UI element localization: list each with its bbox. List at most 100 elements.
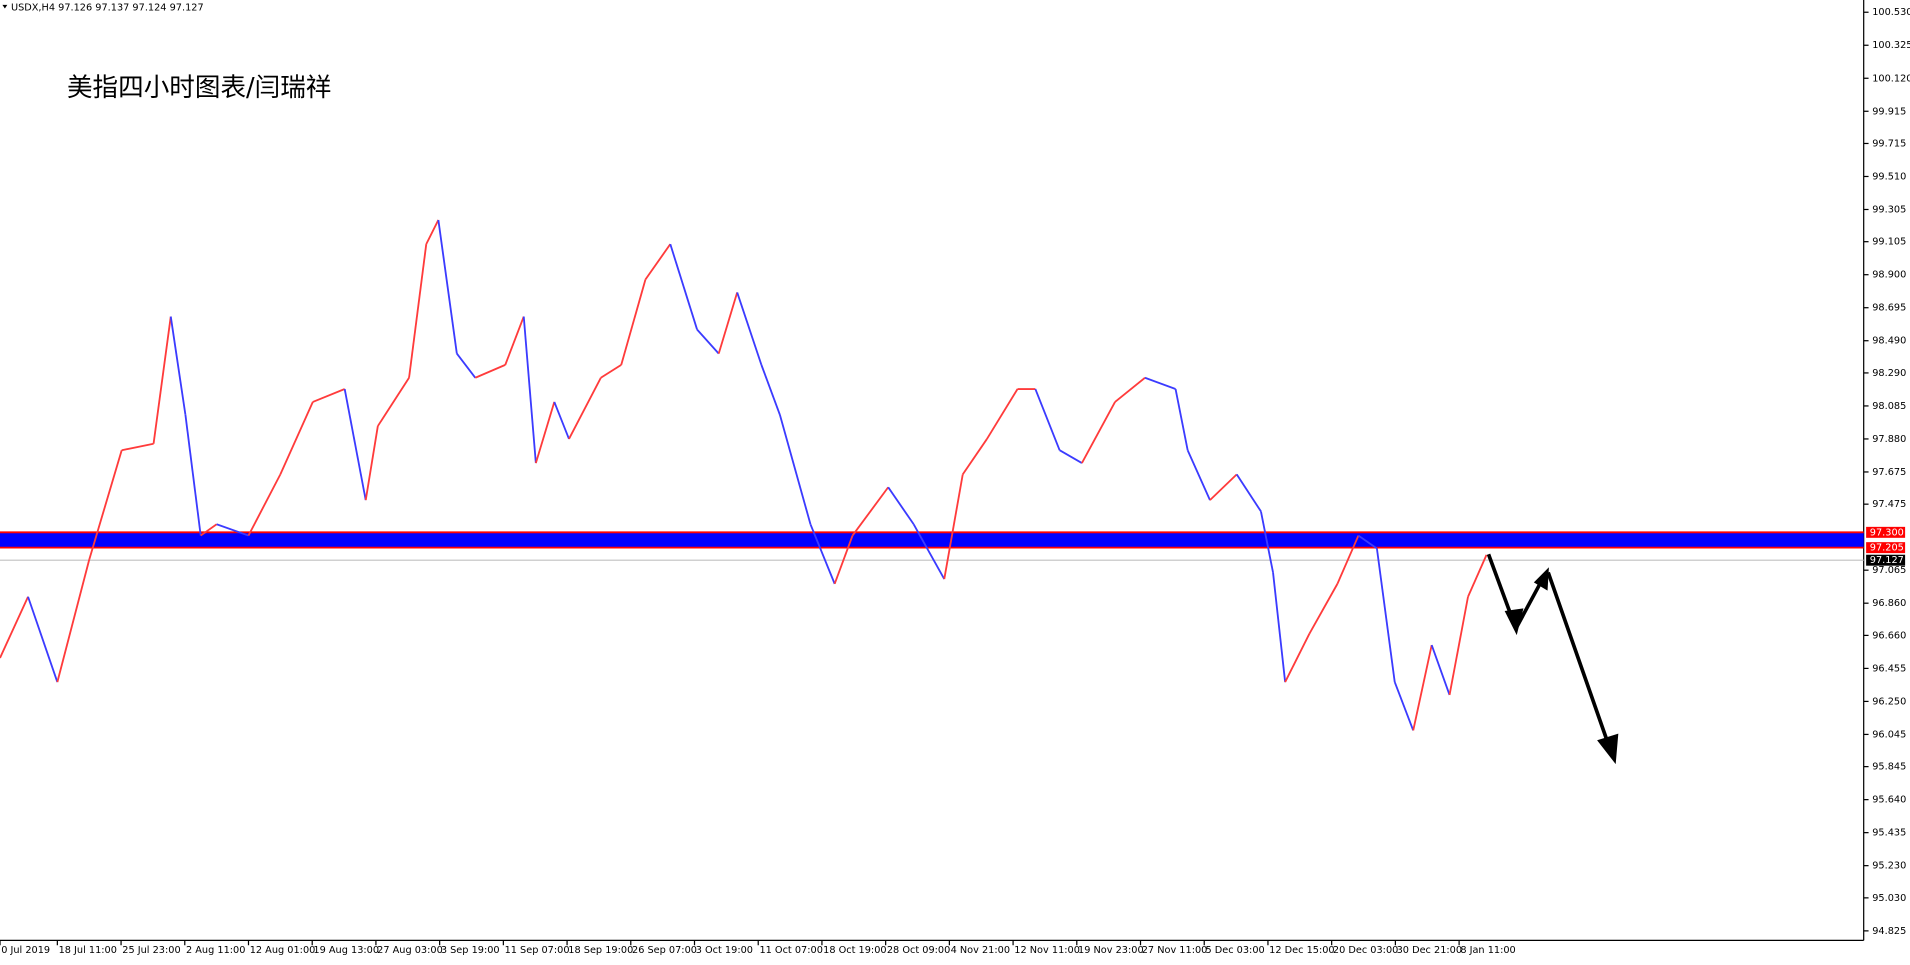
y-tick-label: 98.290 [1872, 368, 1906, 379]
x-tick-label: 2 Aug 11:00 [186, 945, 245, 956]
price-segment [1059, 449, 1083, 464]
x-tick-label: 18 Oct 19:00 [823, 945, 886, 956]
price-segment [553, 401, 570, 440]
price-segment [152, 316, 172, 444]
price-tag-label: 97.205 [1870, 543, 1904, 554]
price-segment [600, 364, 622, 379]
x-tick-label: 8 Jan 11:00 [1460, 945, 1515, 956]
x-tick-label: 25 Jul 23:00 [122, 945, 180, 956]
annotation: 美指四小时图表/闫瑞祥 [67, 73, 331, 103]
price-segment [474, 364, 506, 379]
x-tick-label: 20 Dec 03:00 [1333, 945, 1398, 956]
price-segment [1393, 681, 1415, 731]
y-tick-label: 97.475 [1872, 499, 1906, 510]
price-segment [620, 279, 647, 366]
price-segment [312, 388, 346, 403]
price-segment [279, 401, 314, 475]
arrow [1514, 578, 1544, 629]
price-tag [1866, 542, 1906, 554]
y-tick-label: 100.530 [1872, 7, 1910, 18]
y-tick-label: 97.880 [1872, 434, 1906, 445]
price-segment [669, 243, 698, 330]
y-tick-label: 95.030 [1872, 893, 1906, 904]
x-tick-label: 5 Dec 03:00 [1205, 945, 1264, 956]
price-segment [1448, 596, 1469, 696]
x-tick-label: 11 Oct 07:00 [759, 945, 822, 956]
y-tick-label: 95.435 [1872, 828, 1906, 839]
price-segment [1357, 534, 1378, 550]
y-tick-label: 100.325 [1872, 40, 1910, 51]
price-segment [1336, 535, 1360, 585]
arrow [1546, 571, 1610, 744]
price-segment [504, 316, 525, 366]
x-tick-label: 27 Nov 11:00 [1142, 945, 1208, 956]
x-tick-label: 3 Oct 19:00 [696, 945, 753, 956]
y-tick-label: 98.695 [1872, 303, 1906, 314]
price-segment [736, 292, 763, 366]
forecast-arrows [1486, 553, 1619, 765]
price-tag [1866, 554, 1906, 566]
price-segment [377, 377, 410, 427]
menu-icon[interactable] [2, 4, 8, 9]
price-segment [184, 414, 202, 536]
price-segment [943, 474, 964, 580]
price-segment [696, 328, 720, 355]
x-tick-label: 30 Dec 21:00 [1397, 945, 1462, 956]
price-segment [1034, 388, 1061, 451]
x-tick-label: 28 Oct 09:00 [887, 945, 950, 956]
price-segment [1144, 376, 1176, 390]
price-segment [216, 523, 249, 537]
price-segment [1308, 583, 1339, 635]
price-segment [169, 316, 187, 415]
price-segment [851, 486, 889, 537]
x-tick-label: 18 Jul 11:00 [59, 945, 117, 956]
arrow-head [1597, 733, 1619, 765]
x-tick-label: 11 Sep 07:00 [505, 945, 570, 956]
price-segment [0, 596, 29, 659]
price-segment [644, 243, 672, 281]
y-tick-label: 95.845 [1872, 762, 1906, 773]
y-tick-label: 95.640 [1872, 795, 1906, 806]
y-tick-label: 97.065 [1872, 565, 1906, 576]
price-segment [1284, 633, 1311, 683]
price-segment [779, 414, 812, 525]
x-tick-label: 12 Dec 15:00 [1269, 945, 1334, 956]
price-segment [425, 219, 440, 245]
price-segment [456, 353, 477, 379]
price-tag-label: 97.127 [1870, 555, 1904, 566]
x-tick-label: 19 Nov 23:00 [1078, 945, 1144, 956]
price-segment [1186, 449, 1211, 501]
price-segment [200, 523, 218, 537]
y-tick-label: 96.045 [1872, 729, 1906, 740]
price-segment [1467, 554, 1488, 598]
resistance-zone [0, 532, 1864, 548]
y-tick-label: 98.490 [1872, 336, 1906, 347]
price-segment [961, 438, 988, 475]
price-segment [1260, 511, 1274, 573]
y-tick-label: 98.085 [1872, 401, 1906, 412]
price-segment [1412, 644, 1433, 731]
price-segment [247, 473, 282, 536]
price-segment [1272, 572, 1287, 683]
price-segment [887, 486, 915, 525]
y-tick-label: 100.120 [1872, 73, 1910, 84]
price-segment [364, 425, 379, 501]
y-tick-label: 96.660 [1872, 630, 1906, 641]
price-segment [121, 442, 154, 452]
price-segment [88, 449, 123, 560]
y-tick-label: 99.715 [1872, 138, 1906, 149]
y-tick-label: 99.105 [1872, 237, 1906, 248]
y-tick-label: 96.250 [1872, 696, 1906, 707]
x-tick-label: 0 Jul 2019 [1, 945, 50, 956]
price-segment [1174, 388, 1189, 451]
price-segment [27, 596, 59, 683]
price-segment [986, 388, 1019, 440]
price-tag-label: 97.300 [1870, 527, 1904, 538]
price-segment [1430, 644, 1451, 696]
x-tick-label: 4 Nov 21:00 [951, 945, 1010, 956]
x-tick-label: 12 Nov 11:00 [1014, 945, 1080, 956]
price-segment [437, 219, 458, 354]
price-tag [1866, 526, 1906, 538]
